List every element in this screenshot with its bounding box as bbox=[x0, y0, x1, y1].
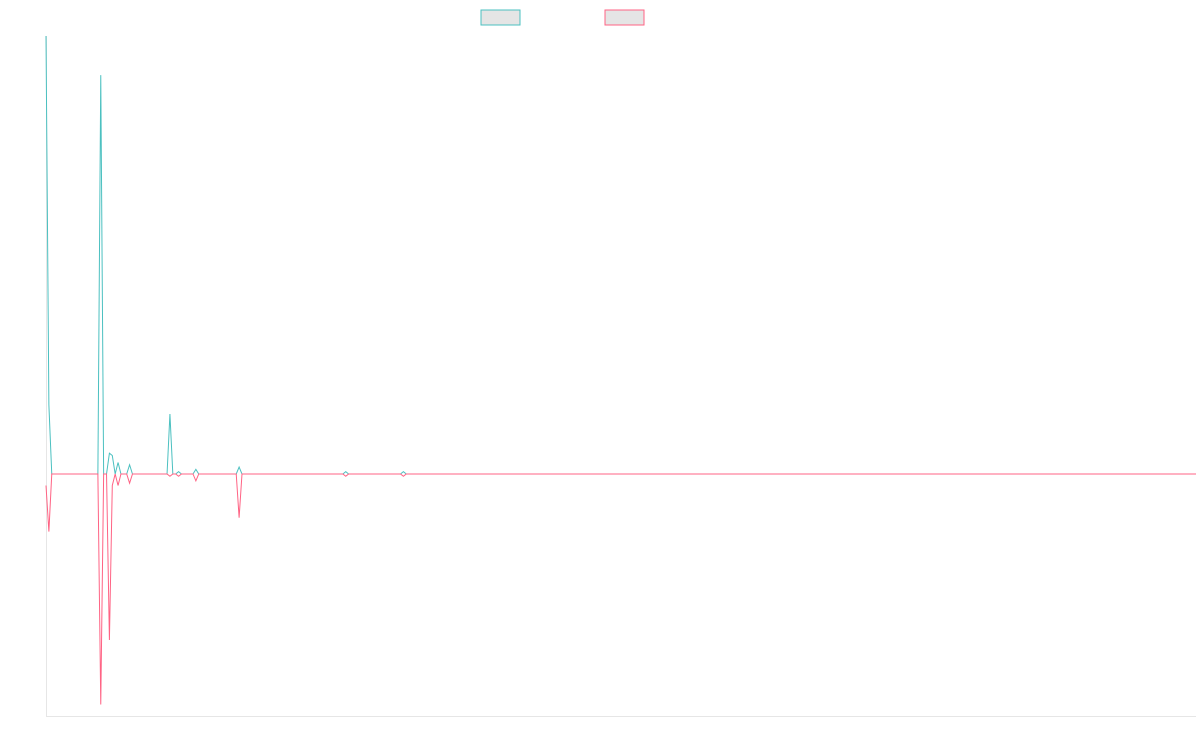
series-layer bbox=[45, 35, 1196, 705]
series-line-1[interactable] bbox=[45, 35, 1196, 475]
series-line-2[interactable] bbox=[45, 473, 1196, 705]
legend bbox=[480, 9, 645, 26]
legend-swatch-series-2[interactable] bbox=[604, 9, 645, 26]
legend-swatch-series-1[interactable] bbox=[480, 9, 521, 26]
